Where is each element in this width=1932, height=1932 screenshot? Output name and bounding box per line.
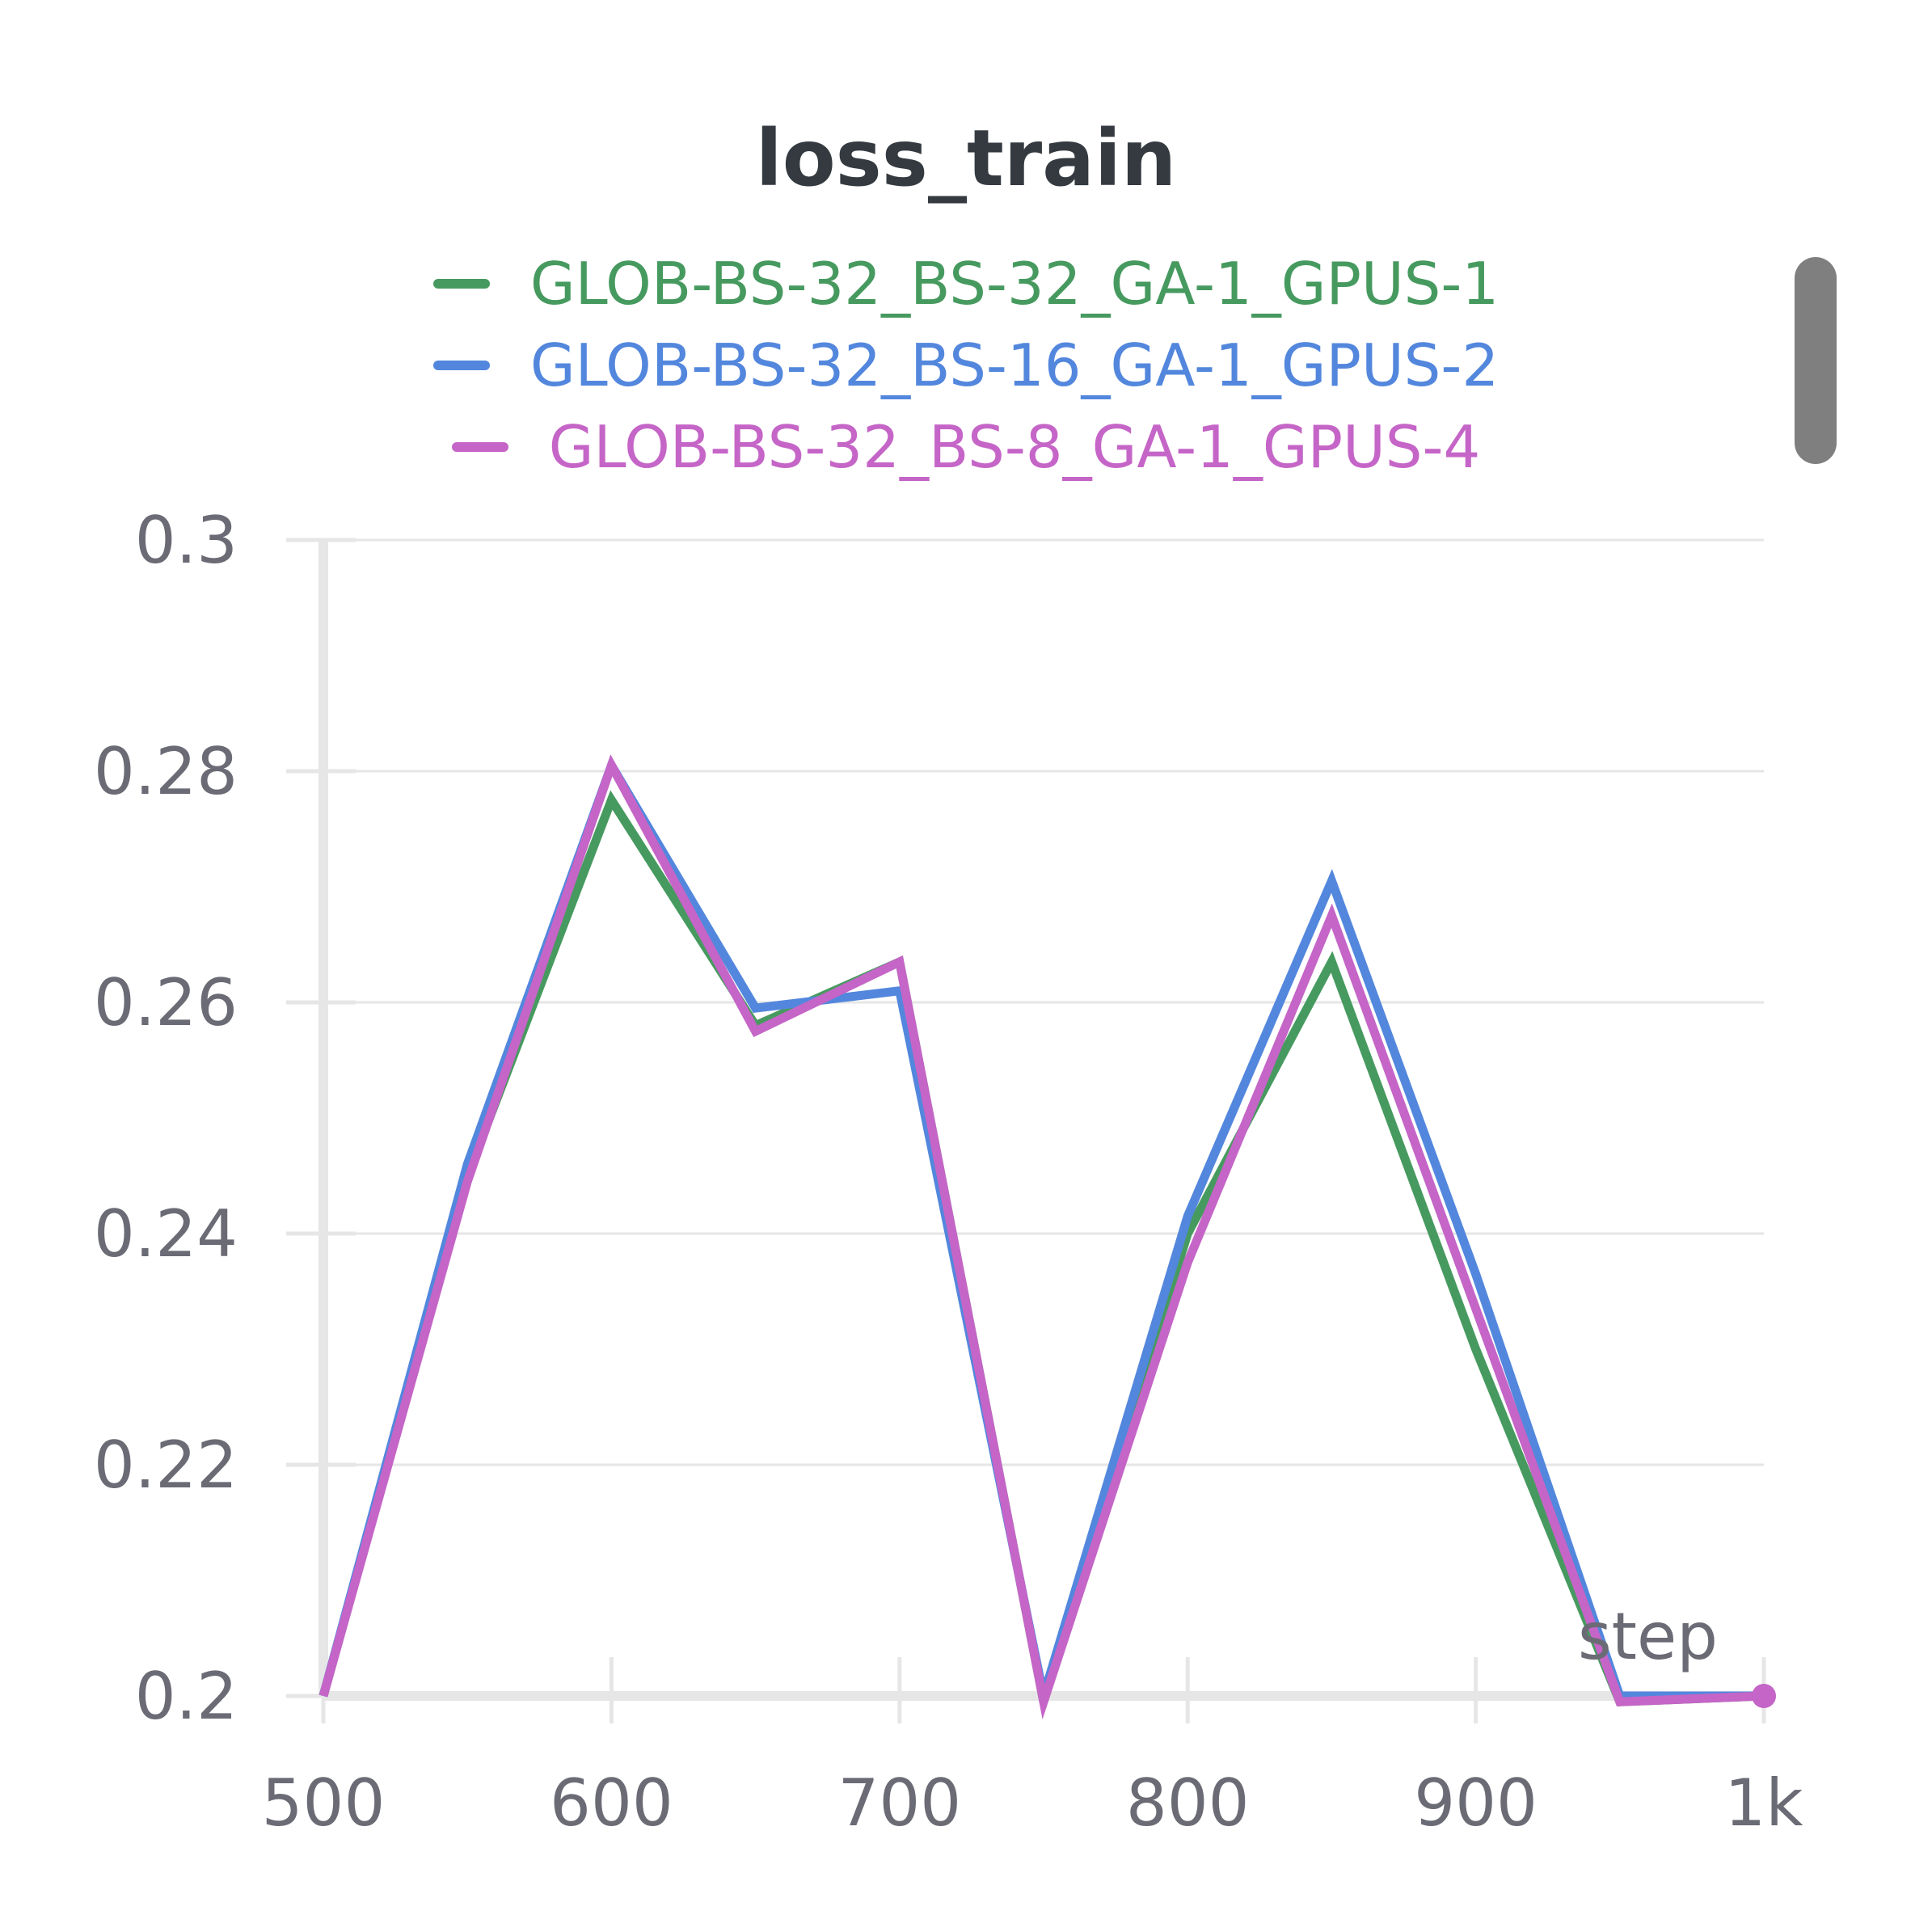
x-tick-label: 800 (1126, 1765, 1250, 1841)
legend-item-gpus-1[interactable]: GLOB-BS-32_BS-32_GA-1_GPUS-1 (0, 243, 1932, 324)
x-tick-label: 700 (837, 1765, 961, 1841)
legend-item-gpus-4[interactable]: GLOB-BS-32_BS-8_GA-1_GPUS-4 (0, 406, 1932, 487)
y-tick-label: 0.3 (135, 503, 238, 578)
x-axis-title: step (1578, 1599, 1718, 1674)
legend-swatch-gpus-2 (432, 360, 490, 370)
legend-label-gpus-1: GLOB-BS-32_BS-32_GA-1_GPUS-1 (529, 249, 1500, 318)
label-layer: 0.2 0.22 0.24 0.26 0.28 0.3 500 600 700 800 900 1k s… (94, 503, 1803, 1841)
legend: GLOB-BS-32_BS-32_GA-1_GPUS-1 GLOB-BS-32_… (0, 243, 1932, 487)
x-tick-label: 900 (1414, 1765, 1538, 1841)
x-tick-label: 500 (262, 1765, 386, 1841)
series-line-1 (318, 754, 1764, 1701)
series-layer (318, 754, 1776, 1719)
y-tick-label: 0.26 (94, 965, 238, 1040)
y-tick-label: 0.22 (94, 1428, 238, 1503)
series-line-2 (318, 754, 1765, 1719)
x-tick-label: 1k (1724, 1765, 1803, 1841)
y-tick-label: 0.2 (135, 1659, 238, 1734)
legend-label-gpus-2: GLOB-BS-32_BS-16_GA-1_GPUS-2 (529, 331, 1500, 399)
series-end-marker (1752, 1684, 1776, 1708)
legend-item-gpus-2[interactable]: GLOB-BS-32_BS-16_GA-1_GPUS-2 (0, 324, 1932, 406)
legend-scrollbar[interactable] (1795, 257, 1837, 464)
series-line-0 (318, 790, 1765, 1706)
legend-swatch-gpus-4 (451, 441, 508, 452)
legend-label-gpus-4: GLOB-BS-32_BS-8_GA-1_GPUS-4 (548, 412, 1481, 481)
legend-swatch-gpus-1 (432, 278, 490, 289)
y-tick-label: 0.28 (94, 734, 238, 809)
axis-layer (286, 538, 1766, 1723)
chart-title: loss_train (755, 113, 1177, 204)
y-tick-label: 0.24 (94, 1196, 238, 1272)
x-tick-label: 600 (550, 1765, 673, 1841)
